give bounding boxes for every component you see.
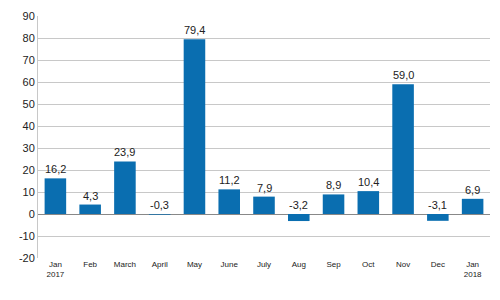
- svg-text:Dec: Dec: [431, 260, 445, 269]
- svg-text:July: July: [257, 260, 271, 269]
- svg-text:60: 60: [23, 76, 35, 88]
- svg-text:30: 30: [23, 142, 35, 154]
- svg-text:-10: -10: [19, 230, 35, 242]
- svg-text:April: April: [152, 260, 168, 269]
- svg-text:Sep: Sep: [326, 260, 341, 269]
- svg-text:59,0: 59,0: [393, 69, 414, 81]
- svg-text:June: June: [221, 260, 239, 269]
- svg-text:10: 10: [23, 186, 35, 198]
- svg-text:7,9: 7,9: [257, 182, 272, 194]
- svg-text:Oct: Oct: [362, 260, 375, 269]
- svg-text:80: 80: [23, 32, 35, 44]
- svg-text:90: 90: [23, 10, 35, 22]
- svg-text:March: March: [114, 260, 136, 269]
- svg-text:6,9: 6,9: [465, 184, 480, 196]
- svg-text:May: May: [187, 260, 202, 269]
- svg-text:20: 20: [23, 164, 35, 176]
- svg-text:-0,3: -0,3: [150, 199, 169, 211]
- svg-text:8,9: 8,9: [326, 179, 341, 191]
- svg-text:0: 0: [29, 208, 35, 220]
- svg-text:-3,2: -3,2: [289, 199, 308, 211]
- svg-text:10,4: 10,4: [358, 176, 379, 188]
- svg-text:4,3: 4,3: [83, 190, 98, 202]
- svg-text:Feb: Feb: [83, 260, 97, 269]
- svg-text:Nov: Nov: [396, 260, 410, 269]
- svg-text:40: 40: [23, 120, 35, 132]
- svg-text:79,4: 79,4: [184, 24, 205, 36]
- svg-text:70: 70: [23, 54, 35, 66]
- svg-text:11,2: 11,2: [219, 174, 240, 186]
- svg-text:16,2: 16,2: [45, 163, 66, 175]
- svg-text:Aug: Aug: [292, 260, 306, 269]
- svg-text:-3,1: -3,1: [428, 199, 447, 211]
- svg-text:50: 50: [23, 98, 35, 110]
- svg-text:Jan2017: Jan2017: [46, 260, 64, 279]
- svg-text:23,9: 23,9: [114, 146, 135, 158]
- svg-text:Jan2018: Jan2018: [464, 260, 482, 279]
- svg-text:-20: -20: [19, 252, 35, 264]
